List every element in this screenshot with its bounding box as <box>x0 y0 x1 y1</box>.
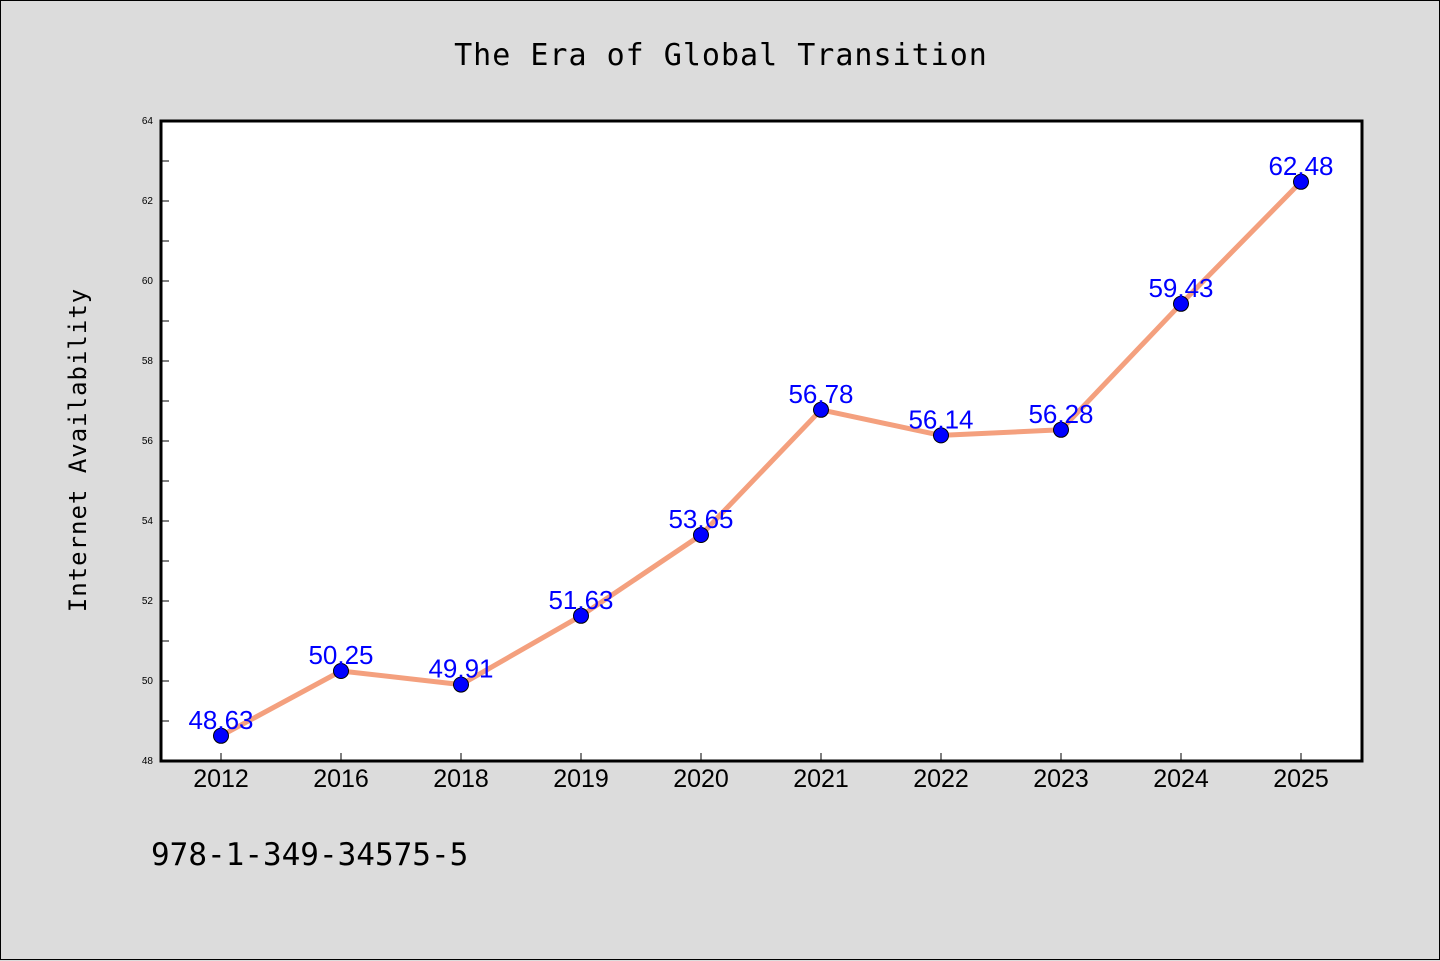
x-tick-label: 2020 <box>673 765 729 793</box>
data-point <box>213 727 229 744</box>
data-point <box>1053 421 1069 438</box>
data-label: 50.25 <box>308 640 373 670</box>
data-point <box>1173 295 1189 312</box>
series-line <box>219 180 1303 738</box>
y-axis: 48 50 52 54 56 58 60 62 64 <box>142 116 169 767</box>
x-tick-label: 2022 <box>913 765 969 793</box>
data-point <box>813 401 829 418</box>
y-tick-label: 48 <box>142 756 154 767</box>
x-tick-label: 2018 <box>433 765 489 793</box>
data-label: 48.63 <box>188 705 253 735</box>
chart-title: The Era of Global Transition <box>454 38 988 73</box>
data-label: 56.14 <box>908 404 973 434</box>
data-label: 56.28 <box>1028 399 1093 429</box>
data-point <box>573 607 589 624</box>
data-markers <box>213 173 1309 744</box>
y-tick-label: 50 <box>142 676 154 687</box>
x-tick-label: 2016 <box>313 765 369 793</box>
y-tick-label: 56 <box>142 436 154 447</box>
x-axis: 2012 2016 2018 2019 2020 2021 2022 2023 2024 2025 <box>193 753 1329 793</box>
data-label: 49.91 <box>428 654 493 684</box>
y-axis-label: Internet Availability <box>64 288 92 612</box>
x-tick-label: 2024 <box>1153 765 1209 793</box>
data-point <box>333 663 349 679</box>
y-tick-label: 60 <box>142 276 154 287</box>
data-point <box>453 676 469 693</box>
data-point <box>693 527 709 543</box>
data-label: 62.48 <box>1268 151 1333 181</box>
data-label: 56.78 <box>788 379 853 409</box>
x-tick-label: 2025 <box>1273 765 1329 793</box>
data-point <box>933 427 949 444</box>
y-tick-label: 62 <box>142 196 154 207</box>
data-label: 53.65 <box>668 504 733 534</box>
y-tick-label: 54 <box>142 516 154 527</box>
data-point <box>1293 173 1309 190</box>
plot-area <box>159 119 1364 763</box>
x-tick-label: 2012 <box>193 765 249 793</box>
x-tick-label: 2023 <box>1033 765 1089 793</box>
x-tick-label: 2021 <box>793 765 849 793</box>
y-tick-label: 64 <box>142 116 154 127</box>
x-tick-label: 2019 <box>553 765 609 793</box>
isbn-footer: 978-1-349-34575-5 <box>151 837 468 873</box>
data-label: 51.63 <box>548 585 613 615</box>
y-tick-label: 52 <box>142 596 154 607</box>
data-label: 59.43 <box>1148 273 1213 303</box>
data-labels: 48.63 50.25 49.91 51.63 53.65 56.78 56.14 56.28… <box>188 151 1333 735</box>
y-tick-label: 58 <box>142 356 154 367</box>
